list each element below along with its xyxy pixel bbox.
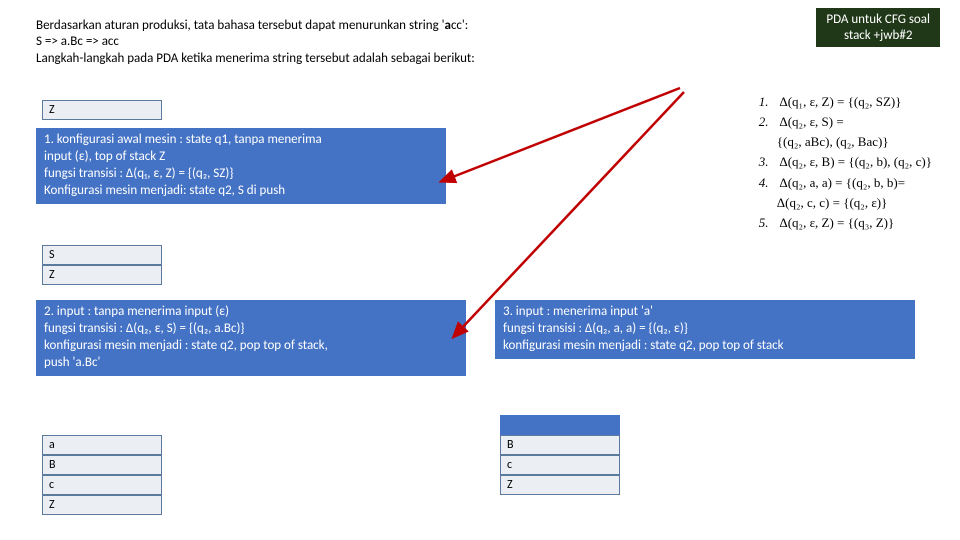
intro-l1c: cc': (451, 18, 468, 33)
b2-l2: fungsi transisi : Δ(q₂, ε, S) = {(q₂, a.… (44, 321, 458, 338)
b1-l4: Konfigurasi mesin menjadi: state q2, S d… (44, 183, 438, 200)
b1-l3: fungsi transisi : Δ(q₁, ε, Z) = {(q₂, SZ… (44, 166, 438, 183)
b3-l1: 3. input : menerima input 'a' (503, 304, 907, 321)
badge-l2: stack +jwb#2 (826, 28, 930, 44)
r4a: Δ(q₂, a, a) = {(q₂, b, b)= (779, 175, 905, 190)
b2-l1: 2. input : tanpa menerima input (ε) (44, 304, 458, 321)
stack1-cell: Z (42, 100, 162, 120)
r2a: Δ(q₂, ε, S) = (779, 114, 843, 129)
step-3-box: 3. input : menerima input 'a' fungsi tra… (495, 300, 915, 359)
intro-l1a: Berdasarkan aturan produksi, tata bahasa… (36, 18, 445, 33)
step-1-box: 1. konfigurasi awal mesin : state q1, ta… (36, 128, 446, 204)
r2b: {(q₂, aBc), (q₂, Bac)} (777, 134, 889, 149)
r5: Δ(q₂, ε, Z) = {(q₃, Z)} (779, 215, 894, 230)
s4-1: c (500, 455, 620, 475)
stack-4: B c Z (500, 415, 620, 495)
s3-0: a (42, 435, 162, 455)
s4-2: Z (500, 475, 620, 495)
r4b: Δ(q₂, c, c) = {(q₂, ε)} (777, 195, 888, 210)
s3-3: Z (42, 495, 162, 515)
s2-0: S (42, 245, 162, 265)
stack-2: S Z (42, 245, 162, 285)
b3-l3: konfigurasi mesin menjadi : state q2, po… (503, 338, 907, 355)
intro-text: Berdasarkan aturan produksi, tata bahasa… (36, 18, 616, 67)
s3-1: B (42, 455, 162, 475)
r1: Δ(q₁, ε, Z) = {(q₂, SZ)} (779, 94, 901, 109)
b1-l2: input (ε), top of stack Z (44, 149, 438, 166)
s3-2: c (42, 475, 162, 495)
transition-rules: 1. Δ(q₁, ε, Z) = {(q₂, SZ)} 2. Δ(q₂, ε, … (759, 92, 932, 233)
b1-l1: 1. konfigurasi awal mesin : state q1, ta… (44, 132, 438, 149)
s2-1: Z (42, 265, 162, 285)
b3-l2: fungsi transisi : Δ(q₂, a, a) = {(q₂, ε)… (503, 321, 907, 338)
r3: Δ(q₂, ε, B) = {(q₂, b), (q₂, c)} (779, 154, 932, 169)
b2-l4: push 'a.Bc' (44, 355, 458, 372)
s4-0: B (500, 435, 620, 455)
badge-l1: PDA untuk CFG soal (826, 12, 930, 28)
intro-l3: Langkah-langkah pada PDA ketika menerima… (36, 51, 475, 66)
intro-l2: S => a.Bc => acc (36, 34, 119, 49)
stack-3: a B c Z (42, 435, 162, 515)
b2-l3: konfigurasi mesin menjadi : state q2, po… (44, 338, 458, 355)
step-2-box: 2. input : tanpa menerima input (ε) fung… (36, 300, 466, 376)
stack-1: Z (42, 100, 162, 120)
s4-hdr (500, 415, 620, 435)
title-badge: PDA untuk CFG soal stack +jwb#2 (816, 8, 940, 47)
